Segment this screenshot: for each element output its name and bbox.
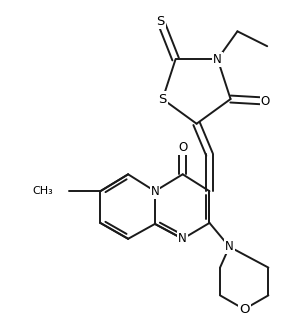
- Text: CH₃: CH₃: [32, 186, 53, 196]
- Text: S: S: [158, 93, 167, 106]
- Text: N: N: [213, 52, 222, 66]
- Text: O: O: [178, 141, 187, 154]
- Text: N: N: [178, 232, 187, 245]
- Text: N: N: [225, 240, 234, 253]
- Text: O: O: [261, 94, 270, 107]
- Text: S: S: [157, 15, 165, 28]
- Text: O: O: [239, 303, 249, 316]
- Text: N: N: [151, 185, 159, 198]
